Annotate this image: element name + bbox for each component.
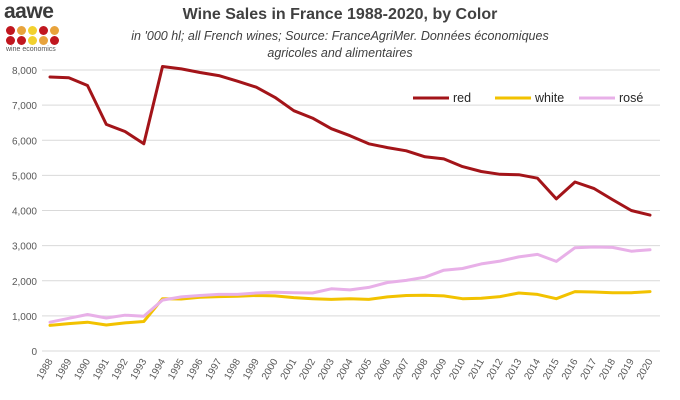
x-tick-label: 2004 (335, 357, 356, 382)
y-tick-label: 8,000 (12, 66, 37, 77)
chart-title: Wine Sales in France 1988-2020, by Color (182, 6, 498, 23)
logo-dot (50, 26, 59, 35)
series-line-white (48, 290, 652, 327)
x-tick-label: 2003 (316, 357, 337, 382)
legend-label: red (453, 91, 471, 105)
y-tick-label: 3,000 (12, 242, 37, 253)
y-tick-label: 7,000 (12, 101, 37, 112)
x-tick-label: 2009 (429, 357, 450, 382)
x-tick-label: 1993 (129, 357, 150, 382)
x-tick-label: 2002 (297, 357, 318, 382)
y-tick-label: 5,000 (12, 171, 37, 182)
x-tick-label: 1990 (72, 357, 93, 382)
logo-dot (6, 26, 15, 35)
x-tick-label: 2017 (579, 357, 600, 382)
series-line-red (48, 65, 652, 217)
y-tick-label: 1,000 (12, 312, 37, 323)
legend-label: rosé (619, 91, 643, 105)
chart-subtitle: in '000 hl; all French wines; Source: Fr… (110, 28, 570, 62)
x-tick-label: 2007 (391, 357, 412, 382)
x-tick-label: 1992 (110, 357, 131, 382)
x-tick-label: 1988 (35, 357, 56, 382)
y-tick-label: 2,000 (12, 277, 37, 288)
x-tick-label: 2020 (635, 357, 656, 382)
y-tick-label: 0 (31, 347, 37, 358)
x-tick-label: 1998 (222, 357, 243, 382)
x-tick-label: 1997 (204, 357, 225, 382)
x-tick-label: 2010 (447, 357, 468, 382)
x-tick-label: 1991 (91, 357, 112, 382)
x-tick-label: 2001 (279, 357, 300, 382)
x-tick-label: 1995 (166, 357, 187, 382)
logo-dot (6, 36, 15, 45)
x-tick-label: 2013 (504, 357, 525, 382)
chart-subtitle-line-1: in '000 hl; all French wines; Source: Fr… (131, 29, 549, 43)
legend-label: white (534, 91, 564, 105)
x-tick-label: 1996 (185, 357, 206, 382)
logo-dot (28, 26, 37, 35)
x-tick-label: 1999 (241, 357, 262, 382)
x-tick-label: 1989 (54, 357, 75, 382)
x-tick-label: 2005 (354, 357, 375, 382)
series-line-ros (48, 245, 652, 324)
chart-subtitle-line-2: agricoles and alimentaires (267, 46, 413, 60)
x-tick-label: 2018 (597, 357, 618, 382)
x-tick-label: 2019 (616, 357, 637, 382)
x-tick-label: 2015 (541, 357, 562, 382)
x-tick-label: 2006 (372, 357, 393, 382)
logo-subtext: wine economics (6, 46, 56, 53)
y-tick-label: 6,000 (12, 136, 37, 147)
logo-dot (17, 36, 26, 45)
x-tick-label: 2011 (467, 357, 487, 382)
aawe-logo: aawe wine economics (4, 0, 74, 62)
x-tick-label: 2012 (485, 357, 506, 382)
x-tick-label: 2014 (522, 357, 543, 382)
logo-dot (39, 36, 48, 45)
logo-dot (28, 36, 37, 45)
logo-dot (50, 36, 59, 45)
x-tick-label: 2000 (260, 357, 281, 382)
logo-dot (39, 26, 48, 35)
logo-dot (17, 26, 26, 35)
y-tick-label: 4,000 (12, 207, 37, 218)
logo-wordmark: aawe (4, 0, 54, 23)
x-tick-label: 1994 (147, 357, 168, 382)
x-tick-label: 2008 (410, 357, 431, 382)
x-tick-label: 2016 (560, 357, 581, 382)
